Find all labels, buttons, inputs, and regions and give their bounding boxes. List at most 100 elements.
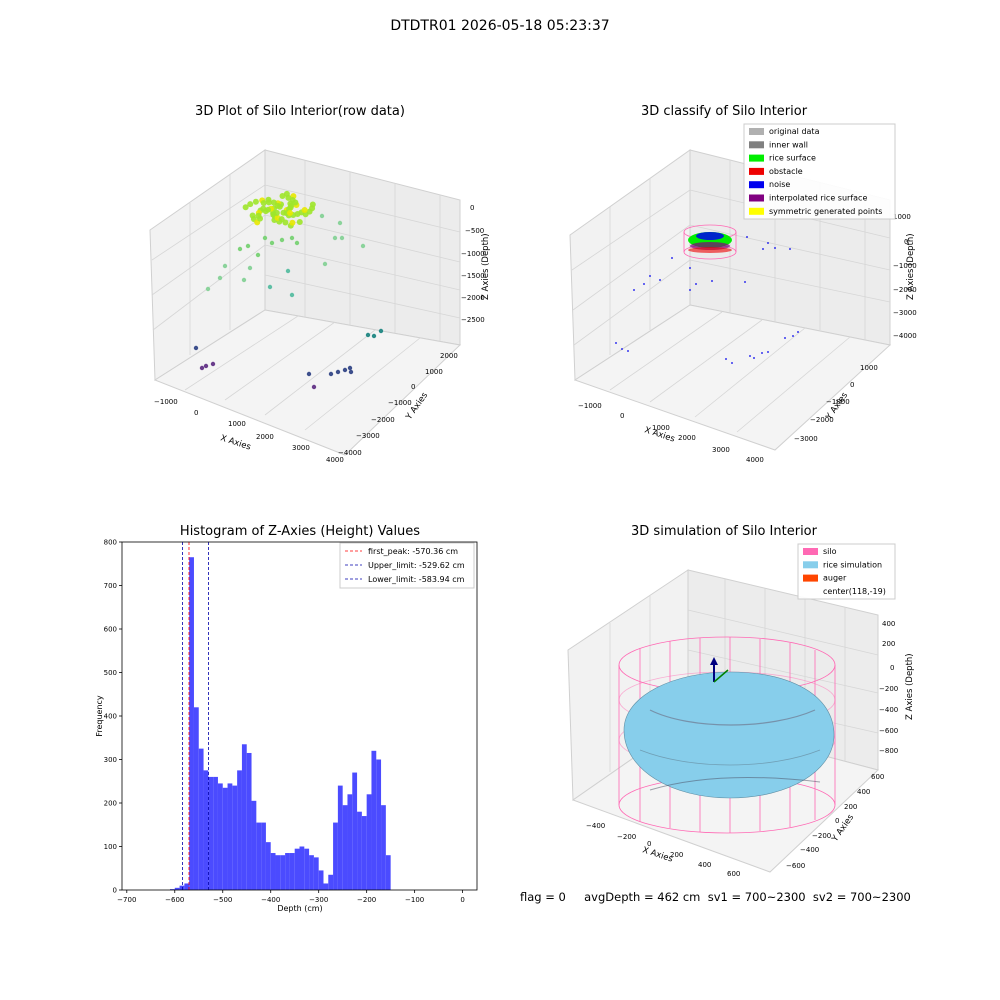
noise-point — [689, 289, 691, 291]
point — [348, 369, 354, 375]
histogram-vlines — [182, 542, 209, 890]
histogram-bar — [357, 811, 362, 890]
histogram-ytick-label: 400 — [104, 713, 117, 721]
noise-point — [659, 279, 661, 281]
p4-ztick: −800 — [879, 747, 898, 755]
histogram-bar — [366, 794, 372, 890]
p2-xtick: 1000 — [652, 424, 670, 432]
histogram-bar — [270, 853, 276, 890]
panel4-auger — [710, 657, 729, 683]
p4-ztick: −200 — [879, 685, 898, 693]
p2-ytick: −1000 — [826, 398, 850, 406]
p1-xtick: 4000 — [326, 456, 344, 464]
p1-ytick: −2000 — [371, 416, 395, 424]
legend-label: rice simulation — [823, 560, 882, 569]
histogram-bar — [184, 883, 190, 890]
point — [337, 220, 343, 226]
point — [289, 219, 296, 226]
p1-ytick: −3000 — [356, 432, 380, 440]
p4-ytick: 400 — [857, 788, 870, 796]
point — [296, 219, 303, 226]
histogram-xtick-label: 0 — [460, 896, 464, 904]
panel2-legend: original data inner wall rice surface obsta… — [743, 123, 896, 220]
legend-label: interpolated rice surface — [769, 194, 867, 203]
p2-ytick: −3000 — [794, 435, 818, 443]
point — [342, 367, 348, 373]
p1-ytick: 0 — [411, 383, 415, 391]
point — [260, 199, 267, 206]
noise-point — [774, 247, 776, 249]
point — [371, 333, 377, 339]
noise-point — [725, 358, 727, 360]
noise-point — [746, 236, 748, 238]
noise-point — [627, 350, 629, 352]
point — [247, 265, 253, 271]
p1-xtick: 1000 — [228, 420, 246, 428]
noise-point — [767, 351, 769, 353]
p1-xtick: 3000 — [292, 444, 310, 452]
legend-label: center(118,-19) — [823, 587, 886, 596]
point — [285, 194, 292, 201]
point — [365, 332, 371, 338]
p1-ytick: 2000 — [440, 352, 458, 360]
point — [332, 235, 338, 241]
histogram-xtick-label: −200 — [357, 896, 376, 904]
p1-xtick: 0 — [194, 409, 198, 417]
panel1-title: 3D Plot of Silo Interior(row data) — [195, 104, 405, 119]
status-footer: flag = 0 avgDepth = 462 cm sv1 = 700~230… — [520, 890, 911, 904]
histogram-ytick-label: 800 — [104, 539, 117, 547]
histogram-bar — [275, 855, 281, 890]
point — [294, 240, 300, 246]
p2-ytick: −2000 — [810, 416, 834, 424]
legend-label: obstacle — [769, 167, 803, 176]
p1-ztick: −1000 — [461, 250, 485, 258]
legend-label: auger — [823, 574, 847, 583]
point — [378, 328, 384, 334]
histogram-bar — [347, 794, 353, 890]
histogram-bar — [203, 770, 209, 890]
p4-ytick: −200 — [812, 832, 831, 840]
histogram-xtick-label: −100 — [405, 896, 424, 904]
point — [265, 199, 272, 206]
noise-point — [749, 355, 751, 357]
point — [255, 252, 261, 258]
p4-xlabel: X Axies — [641, 845, 674, 864]
histogram-legend: first_peak: -570.36 cm Upper_limit: -529… — [339, 542, 475, 589]
point — [203, 363, 209, 369]
noise-point — [784, 337, 786, 339]
histogram-bar — [289, 853, 295, 890]
noise-point — [649, 275, 651, 277]
histogram-ytick-label: 0 — [113, 887, 117, 895]
panel4-3d-plot: −400 −200 0 200 400 600 600 400 200 0 −2… — [567, 543, 915, 878]
noise-point — [789, 248, 791, 250]
histogram-bar — [376, 759, 382, 890]
legend-swatch — [749, 167, 764, 175]
histogram-ytick-label: 600 — [104, 626, 117, 634]
histogram-bar — [265, 842, 271, 890]
p1-ytick: −1000 — [388, 399, 412, 407]
histogram-bar — [251, 800, 257, 890]
histogram-frame — [121, 541, 478, 891]
p4-xtick: 400 — [698, 861, 711, 869]
p4-ytick: −400 — [800, 846, 819, 854]
point — [328, 371, 334, 377]
legend-swatch — [749, 194, 764, 202]
p4-ytick: 200 — [844, 803, 857, 811]
noise-point — [797, 331, 799, 333]
noise-point — [744, 281, 746, 283]
noise-point — [711, 280, 713, 282]
point — [193, 345, 199, 351]
histogram-bar — [333, 822, 338, 890]
point — [262, 208, 269, 215]
histogram-bar — [342, 805, 348, 890]
p2-ztick: −4000 — [893, 332, 917, 340]
p1-ztick: 0 — [470, 204, 474, 212]
legend-label: rice surface — [769, 154, 816, 163]
panel1-3d-plot: −1000 0 1000 2000 3000 4000 2000 1000 0 … — [149, 149, 491, 464]
legend-swatch — [803, 548, 818, 555]
p2-xtick: 4000 — [746, 456, 764, 464]
point — [237, 246, 243, 252]
panel3-title: Histogram of Z-Axies (Height) Values — [179, 524, 421, 539]
p2-ztick: 0 — [904, 238, 908, 246]
p1-xtick: 2000 — [256, 433, 274, 441]
